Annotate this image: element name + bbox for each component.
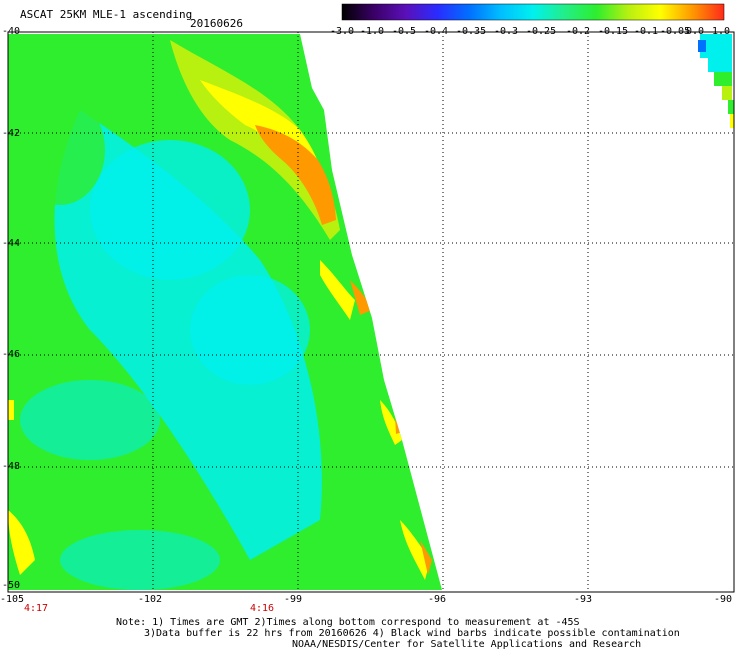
colorbar-label: -3.0 (330, 26, 355, 37)
colorbar-label: -0.3 (494, 26, 519, 37)
lat-label: -48 (2, 461, 21, 472)
wind-swath-field (8, 34, 442, 590)
note-line-3: NOAA/NESDIS/Center for Satellite Applica… (292, 639, 642, 650)
time-label: 4:16 (250, 603, 275, 614)
lon-label: -96 (428, 594, 447, 605)
colorbar-label: -0.5 (392, 26, 417, 37)
lat-label: -44 (2, 238, 21, 249)
lat-label: -40 (2, 26, 21, 37)
colorbar (341, 3, 725, 21)
colorbar-label: -1.0 (360, 26, 385, 37)
colorbar-label: 0.0 (686, 26, 705, 37)
colorbar-label: -0.35 (456, 26, 487, 37)
colorbar-label: -0.1 (634, 26, 659, 37)
note-line-2: 3)Data buffer is 22 hrs from 20160626 4)… (144, 628, 680, 639)
note-line-1: Note: 1) Times are GMT 2)Times along bot… (116, 617, 580, 628)
colorbar-label: 1.0 (712, 26, 731, 37)
colorbar-label: -0.05 (660, 26, 691, 37)
grid-lines (8, 32, 734, 592)
colorbar-label: -0.15 (598, 26, 629, 37)
plot-frame (7, 31, 735, 593)
lon-label: -99 (284, 594, 303, 605)
lat-label: -50 (2, 580, 21, 591)
lat-label: -42 (2, 128, 21, 139)
product-title: ASCAT 25KM MLE-1 ascending (20, 8, 193, 21)
time-label: 4:17 (24, 603, 49, 614)
colorbar-label: -0.25 (526, 26, 557, 37)
lon-label: -93 (574, 594, 593, 605)
lon-label: -105 (0, 594, 25, 605)
product-date: 20160626 (190, 17, 243, 30)
lon-label: -90 (714, 594, 733, 605)
lat-label: -46 (2, 349, 21, 360)
colorbar-label: -0.2 (566, 26, 591, 37)
lon-label: -102 (138, 594, 163, 605)
colorbar-label: -0.4 (424, 26, 449, 37)
ne-corner-patch (698, 34, 734, 128)
